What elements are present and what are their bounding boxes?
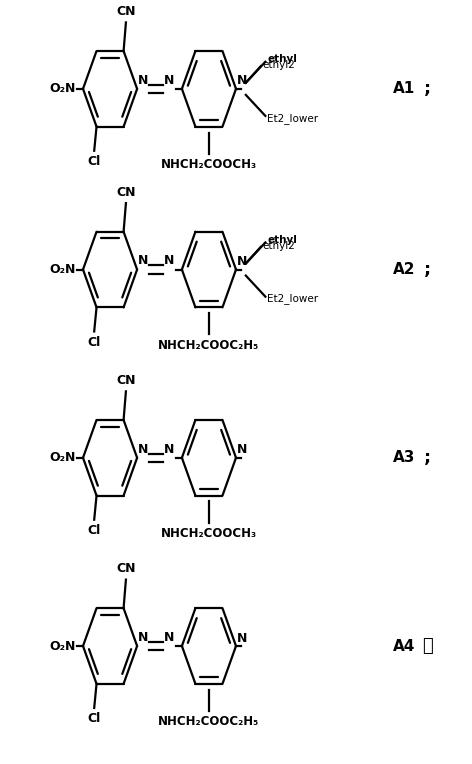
Text: Et2_lower: Et2_lower (267, 293, 319, 304)
Text: N: N (138, 254, 148, 267)
Text: N: N (138, 442, 148, 455)
Text: Cl: Cl (88, 336, 101, 349)
Text: ;: ; (424, 79, 431, 98)
Text: Cl: Cl (88, 524, 101, 537)
Text: CN: CN (116, 5, 135, 18)
Text: NHCH₂COOCH₃: NHCH₂COOCH₃ (161, 158, 257, 171)
Text: N: N (237, 74, 247, 87)
Text: N: N (138, 631, 148, 644)
Text: N: N (164, 254, 174, 267)
Text: NHCH₂COOC₂H₅: NHCH₂COOC₂H₅ (158, 715, 260, 728)
Text: CN: CN (116, 186, 135, 199)
Text: N: N (164, 73, 174, 86)
Text: Cl: Cl (88, 713, 101, 726)
Text: O₂N: O₂N (50, 263, 76, 276)
Text: NHCH₂COOCH₃: NHCH₂COOCH₃ (161, 527, 257, 540)
Text: 。: 。 (422, 637, 433, 655)
Text: O₂N: O₂N (50, 83, 76, 96)
Text: O₂N: O₂N (50, 452, 76, 465)
Text: A4: A4 (393, 639, 415, 653)
Text: CN: CN (116, 562, 135, 575)
Text: N: N (138, 73, 148, 86)
Text: ethyl: ethyl (267, 235, 297, 245)
Text: CN: CN (116, 374, 135, 387)
Text: N: N (237, 632, 247, 645)
Text: Et2_lower: Et2_lower (267, 113, 319, 124)
Text: ethyl: ethyl (267, 54, 297, 64)
Text: O₂N: O₂N (50, 639, 76, 652)
Text: N: N (237, 443, 247, 456)
Text: ethyl2: ethyl2 (262, 241, 295, 251)
Text: ;: ; (424, 448, 431, 467)
Text: N: N (164, 631, 174, 644)
Text: N: N (164, 442, 174, 455)
Text: Cl: Cl (88, 155, 101, 168)
Text: N: N (237, 255, 247, 268)
Text: A1: A1 (393, 81, 415, 96)
Text: ;: ; (424, 261, 431, 279)
Text: NHCH₂COOC₂H₅: NHCH₂COOC₂H₅ (158, 338, 260, 351)
Text: A3: A3 (393, 450, 415, 465)
Text: ethyl2: ethyl2 (262, 60, 295, 70)
Text: A2: A2 (393, 262, 415, 277)
